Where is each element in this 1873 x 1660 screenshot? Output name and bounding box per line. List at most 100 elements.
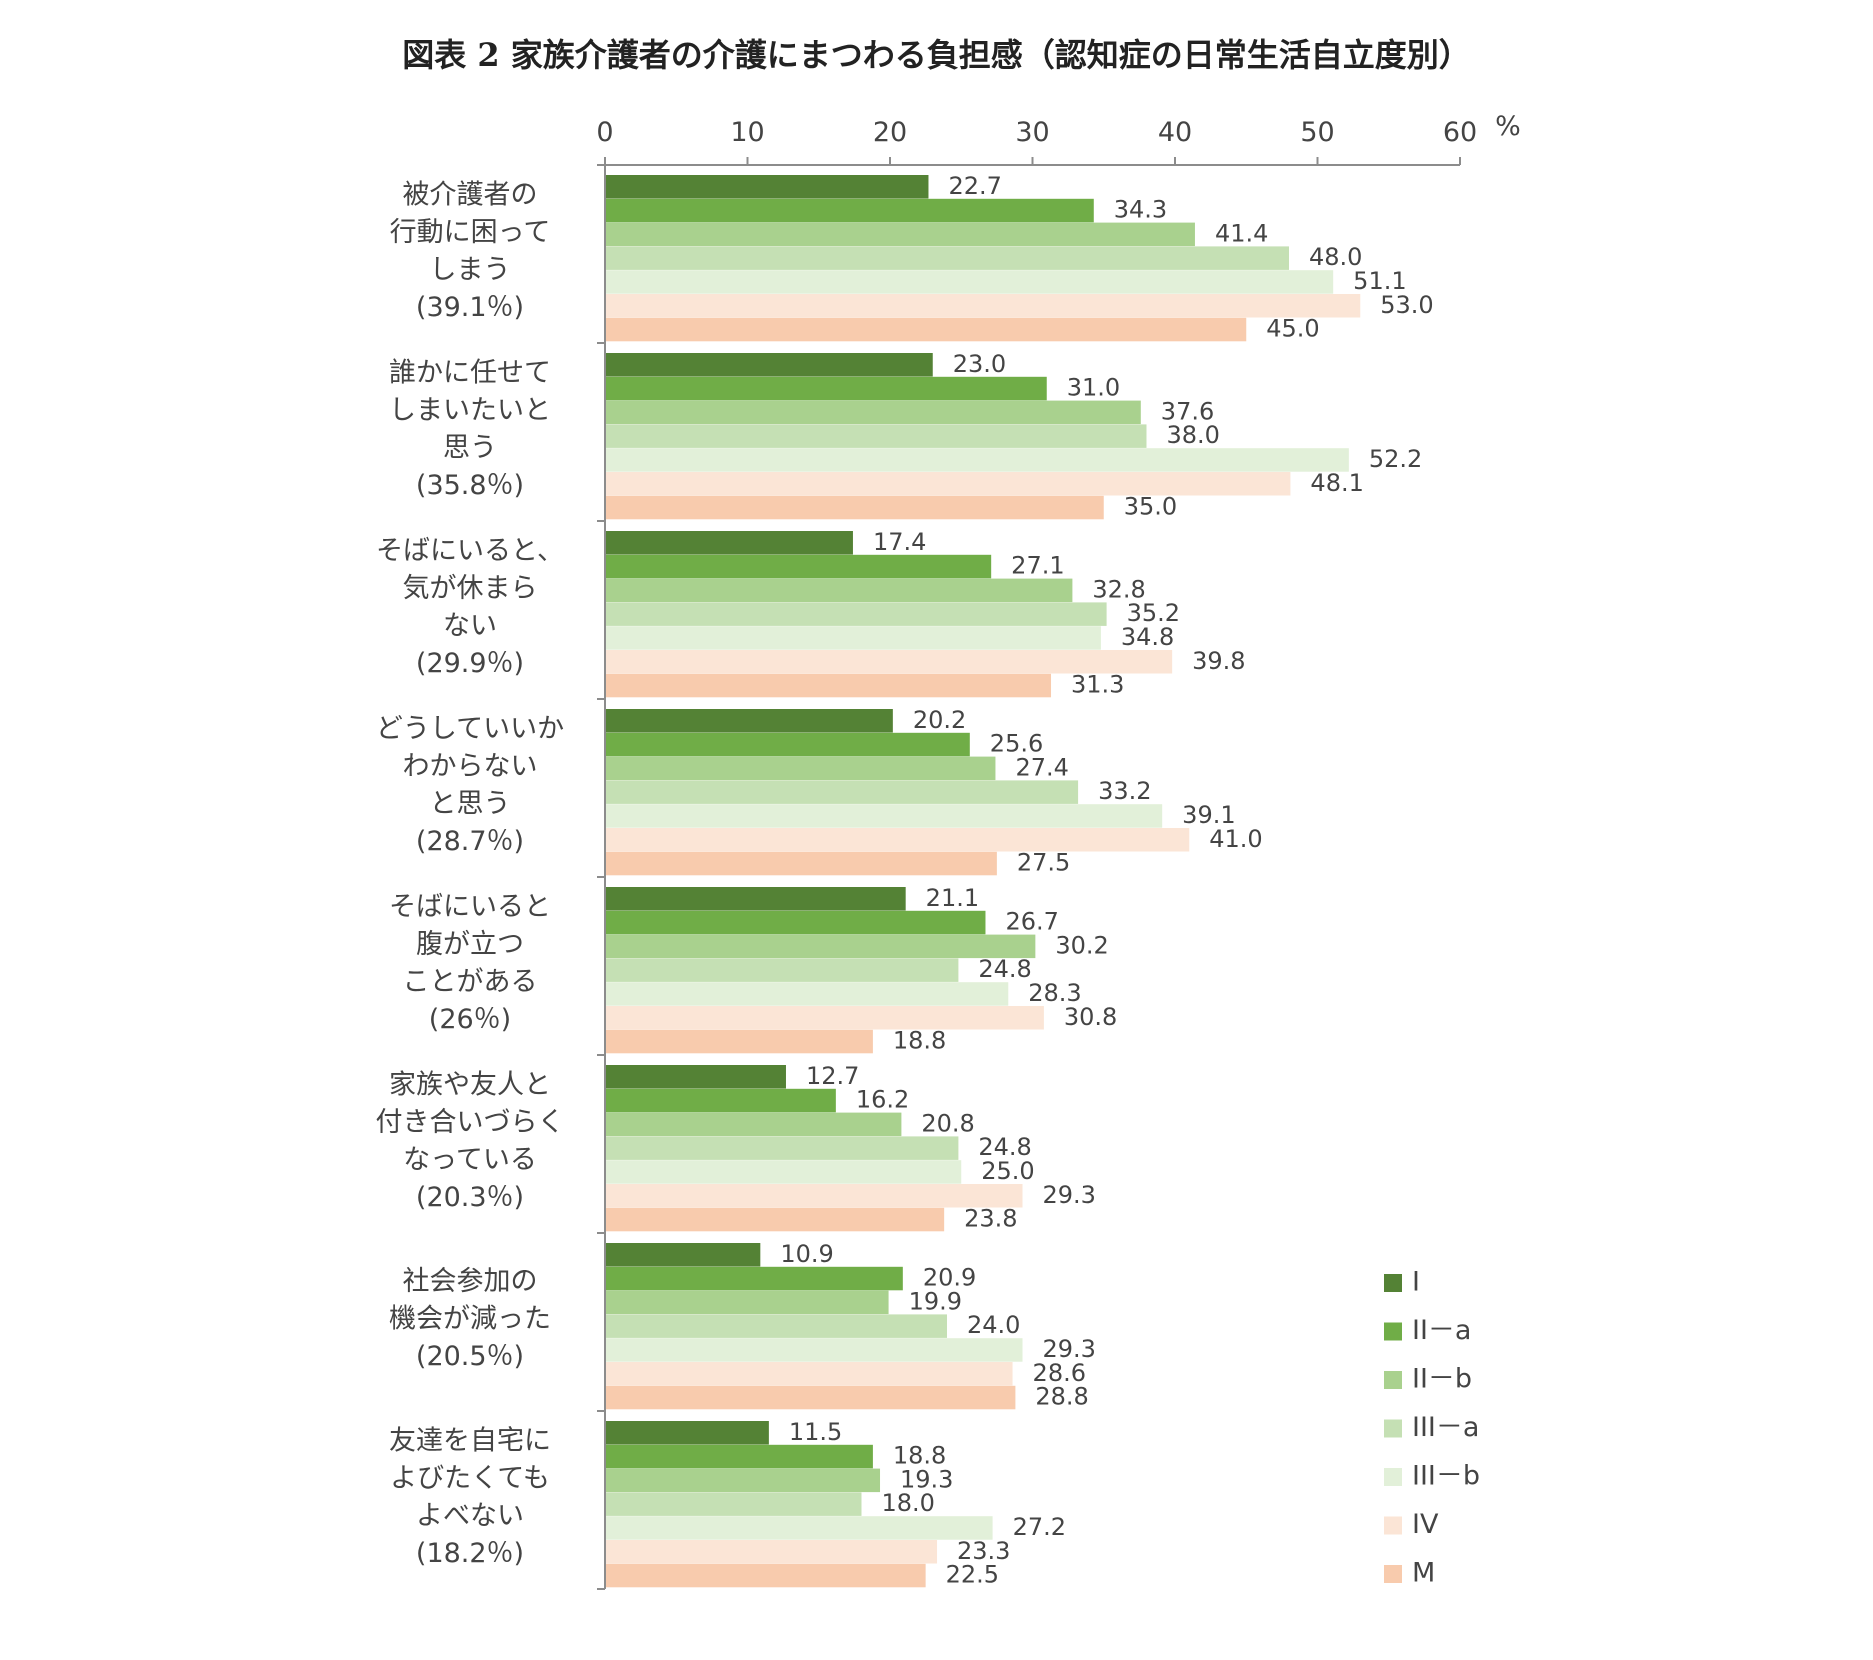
x-tick-label: 20: [873, 117, 907, 148]
bar-8-4: [605, 1492, 862, 1516]
x-tick-label: 40: [1158, 117, 1192, 148]
legend-label: III－a: [1412, 1412, 1479, 1443]
value-label: 30.8: [1064, 1003, 1117, 1031]
bar-1-4: [605, 246, 1289, 270]
bar-1-6: [605, 294, 1361, 318]
value-label: 29.3: [1043, 1335, 1096, 1363]
value-label: 39.1: [1182, 801, 1235, 829]
category-label-line: よびたくても: [390, 1463, 550, 1494]
bar-6-3: [605, 1112, 902, 1137]
bars-layer: [605, 175, 1361, 1588]
category-label-line: そばにいると、: [376, 535, 564, 566]
category-label-line: (26％): [429, 1004, 511, 1035]
x-tick-label: 30: [1015, 117, 1049, 148]
value-label: 39.8: [1192, 647, 1245, 675]
category-label: 友達を自宅によびたくてもよべない (18.2％): [389, 1425, 551, 1569]
bar-7-2: [605, 1266, 903, 1291]
bar-2-6: [605, 472, 1291, 496]
bar-3-3: [605, 578, 1073, 603]
value-label: 48.0: [1309, 243, 1362, 271]
category-label-line: (35.8％): [416, 470, 524, 501]
bar-4-5: [605, 804, 1163, 828]
bar-4-1: [605, 709, 893, 733]
value-label: 26.7: [1005, 908, 1058, 936]
category-label-line: (20.3％): [416, 1182, 524, 1213]
legend-swatch: [1384, 1565, 1402, 1583]
category-label: 被介護者の行動に困ってしまう (39.1％): [390, 179, 551, 323]
category-label-line: 誰かに任せて: [389, 357, 551, 388]
value-label: 25.6: [990, 730, 1043, 758]
category-label-line: 被介護者の: [403, 179, 538, 210]
value-label: 24.8: [978, 955, 1031, 983]
bar-6-6: [605, 1184, 1023, 1208]
bar-3-6: [605, 650, 1173, 674]
bar-6-2: [605, 1088, 836, 1113]
value-label: 12.7: [806, 1062, 859, 1090]
bar-5-2: [605, 910, 986, 935]
bar-8-5: [605, 1516, 993, 1540]
x-tick-label: 0: [596, 117, 613, 148]
value-label: 28.8: [1035, 1383, 1088, 1411]
bar-3-4: [605, 602, 1107, 626]
value-label: 23.0: [953, 350, 1006, 378]
value-label: 31.3: [1071, 671, 1124, 699]
legend-label: IV: [1412, 1509, 1439, 1540]
bar-2-7: [605, 495, 1104, 520]
value-label: 27.1: [1011, 552, 1064, 580]
value-label: 27.4: [1015, 753, 1068, 781]
category-label-line: (39.1％): [416, 292, 524, 323]
value-label: 48.1: [1310, 469, 1363, 497]
value-label: 25.0: [981, 1157, 1034, 1185]
bar-1-7: [605, 317, 1247, 342]
category-label-line: 友達を自宅に: [389, 1425, 551, 1456]
category-label: そばにいると腹が立つことがある (26％): [389, 891, 551, 1035]
value-label: 29.3: [1043, 1181, 1096, 1209]
unit-label: %: [1495, 111, 1521, 142]
bar-4-4: [605, 780, 1079, 804]
bar-4-2: [605, 732, 970, 757]
bar-7-3: [605, 1290, 889, 1315]
category-label-line: 社会参加の: [403, 1266, 538, 1297]
value-label: 19.3: [900, 1465, 953, 1493]
axes-layer: [597, 157, 1461, 1590]
value-label: 31.0: [1067, 374, 1120, 402]
value-label: 51.1: [1353, 267, 1406, 295]
category-label: どうしていいかわからないと思う (28.7％): [376, 713, 564, 857]
category-label-line: しまう: [430, 254, 511, 285]
legend-swatch: [1384, 1371, 1402, 1389]
bar-2-1: [605, 353, 933, 377]
value-label: 17.4: [873, 528, 926, 556]
bar-1-5: [605, 270, 1334, 294]
bar-6-1: [605, 1065, 786, 1089]
value-label: 23.8: [964, 1205, 1017, 1233]
category-label: 社会参加の機会が減った (20.5％): [389, 1266, 551, 1372]
legend-label: M: [1412, 1558, 1435, 1589]
legend-swatch: [1384, 1468, 1402, 1486]
legend-label: II－b: [1412, 1364, 1472, 1395]
bar-3-5: [605, 626, 1101, 650]
value-label: 27.2: [1013, 1513, 1066, 1541]
value-label: 20.9: [923, 1264, 976, 1292]
value-label: 33.2: [1098, 777, 1151, 805]
category-label-line: 気が休まら: [403, 573, 538, 604]
category-label-line: (18.2％): [416, 1538, 524, 1569]
legend-label: II－a: [1412, 1315, 1471, 1346]
bar-5-7: [605, 1029, 873, 1054]
bar-2-2: [605, 376, 1047, 401]
bar-1-2: [605, 198, 1094, 223]
bar-8-2: [605, 1444, 873, 1469]
value-label: 20.2: [913, 706, 966, 734]
category-label-line: 行動に困って: [390, 217, 551, 248]
bar-3-7: [605, 673, 1052, 698]
value-label: 11.5: [789, 1418, 842, 1446]
value-label: 38.0: [1167, 421, 1220, 449]
chart-title: 図表 2 家族介護者の介護にまつわる負担感（認知症の日常生活自立度別）: [402, 36, 1471, 74]
value-label: 28.6: [1033, 1359, 1086, 1387]
value-label: 34.3: [1114, 196, 1167, 224]
category-label-line: どうしていいか: [376, 713, 564, 744]
bar-7-4: [605, 1314, 947, 1338]
bar-2-3: [605, 400, 1141, 425]
category-label: 誰かに任せてしまいたいと思う (35.8％): [389, 357, 551, 501]
